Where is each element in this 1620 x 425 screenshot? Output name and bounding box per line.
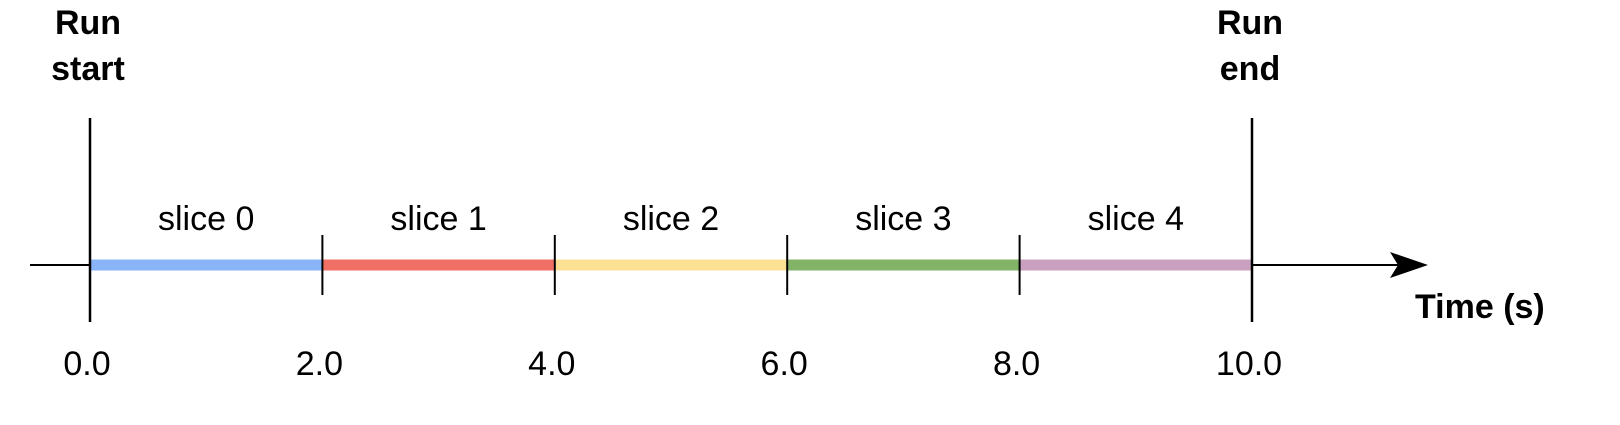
- tick-label-5: 10.0: [1215, 345, 1283, 383]
- tick-label-3: 6.0: [760, 345, 808, 383]
- slice-label-4: slice 4: [1087, 200, 1184, 238]
- run-end-label-line1: Run: [1216, 4, 1284, 42]
- slice-label-0: slice 0: [158, 200, 255, 238]
- run-start-label-line2: start: [51, 50, 125, 88]
- axis-title: Time (s): [1415, 288, 1545, 326]
- run-end-label-line2: end: [1219, 50, 1281, 88]
- run-start-label: Run start: [18, 0, 158, 92]
- tick-label-2: 4.0: [528, 345, 576, 383]
- time-axis-arrowhead: [1390, 252, 1428, 278]
- slice-label-2: slice 2: [622, 200, 720, 238]
- slice-label-3: slice 3: [855, 200, 952, 238]
- tick-label-4: 8.0: [992, 345, 1041, 383]
- slice-label-1: slice 1: [390, 200, 487, 238]
- run-start-label-line1: Run: [54, 4, 122, 42]
- run-end-label: Run end: [1180, 0, 1320, 92]
- tick-label-0: 0.0: [63, 345, 111, 383]
- tick-label-1: 2.0: [295, 345, 344, 383]
